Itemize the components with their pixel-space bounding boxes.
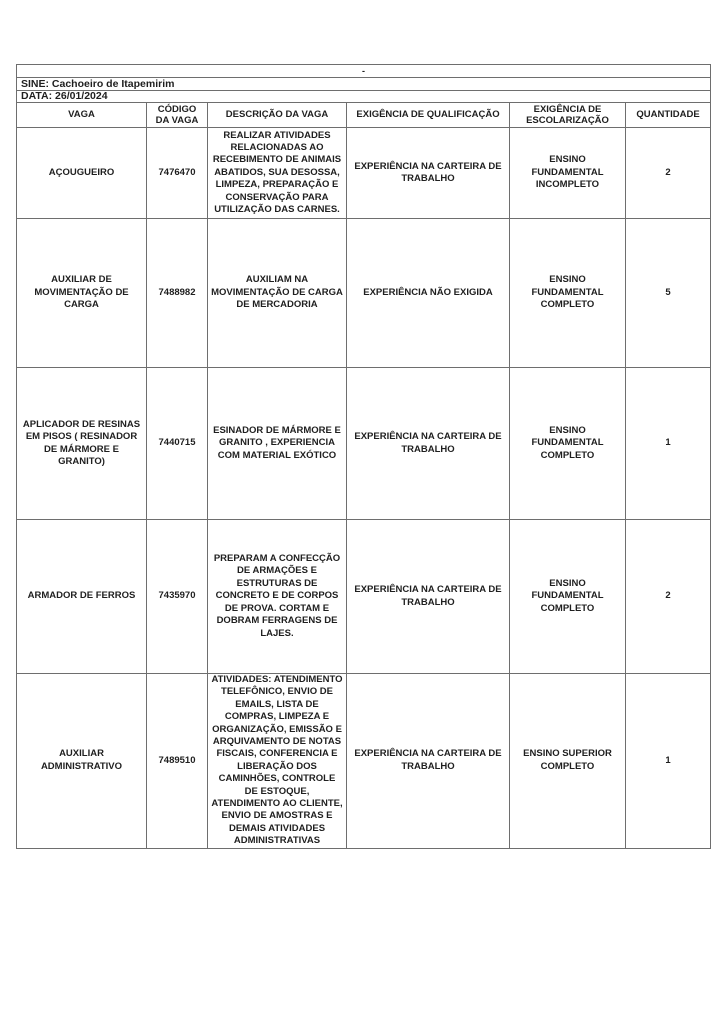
- cell-quantidade: 1: [624, 367, 712, 520]
- cell-quantidade: 2: [624, 519, 712, 674]
- table-row: APLICADOR DE RESINAS EM PISOS ( RESINADO…: [16, 367, 712, 520]
- cell-vaga: APLICADOR DE RESINAS EM PISOS ( RESINADO…: [16, 367, 147, 520]
- cell-codigo: 7489510: [146, 673, 208, 849]
- cell-codigo: 7435970: [146, 519, 208, 674]
- col-header-vaga: VAGA: [16, 102, 147, 128]
- cell-escolarizacao: ENSINO FUNDAMENTAL INCOMPLETO: [509, 127, 626, 219]
- table-row: AUXILIAR DE MOVIMENTAÇÃO DE CARGA 748898…: [16, 218, 712, 368]
- cell-escolarizacao: ENSINO FUNDAMENTAL COMPLETO: [509, 519, 626, 674]
- cell-qualificacao: EXPERIÊNCIA NA CARTEIRA DE TRABALHO: [346, 127, 510, 219]
- top-note-row: -: [15, 64, 712, 78]
- col-header-escolarizacao: EXIGÊNCIA DE ESCOLARIZAÇÃO: [509, 102, 626, 128]
- sine-title: SINE: Cachoeiro de Itapemirim: [15, 77, 712, 91]
- cell-codigo: 7488982: [146, 218, 208, 368]
- table-row: ARMADOR DE FERROS 7435970 PREPARAM A CON…: [16, 519, 712, 674]
- sine-row: SINE: Cachoeiro de Itapemirim: [15, 77, 712, 91]
- cell-codigo: 7476470: [146, 127, 208, 219]
- cell-qualificacao: EXPERIÊNCIA NA CARTEIRA DE TRABALHO: [346, 673, 510, 849]
- cell-qualificacao: EXPERIÊNCIA NA CARTEIRA DE TRABALHO: [346, 519, 510, 674]
- date-row: DATA: 26/01/2024: [15, 90, 712, 103]
- table-row: AUXILIAR ADMINISTRATIVO 7489510 ATIVIDAD…: [16, 673, 712, 849]
- cell-vaga: AUXILIAR ADMINISTRATIVO: [16, 673, 147, 849]
- cell-quantidade: 1: [624, 673, 712, 849]
- cell-vaga: AÇOUGUEIRO: [16, 127, 147, 219]
- col-header-qualificacao: EXIGÊNCIA DE QUALIFICAÇÃO: [346, 102, 510, 128]
- vacancies-sheet: - SINE: Cachoeiro de Itapemirim DATA: 26…: [15, 64, 712, 849]
- cell-qualificacao: EXPERIÊNCIA NÃO EXIGIDA: [346, 218, 510, 368]
- col-header-descricao: DESCRIÇÃO DA VAGA: [207, 102, 347, 128]
- cell-descricao: ATIVIDADES: ATENDIMENTO TELEFÔNICO, ENVI…: [207, 673, 347, 849]
- cell-descricao: ESINADOR DE MÁRMORE E GRANITO , EXPERIEN…: [207, 367, 347, 520]
- table-header-row: VAGA CÓDIGO DA VAGA DESCRIÇÃO DA VAGA EX…: [16, 102, 712, 128]
- cell-qualificacao: EXPERIÊNCIA NA CARTEIRA DE TRABALHO: [346, 367, 510, 520]
- cell-escolarizacao: ENSINO SUPERIOR COMPLETO: [509, 673, 626, 849]
- cell-escolarizacao: ENSINO FUNDAMENTAL COMPLETO: [509, 367, 626, 520]
- top-note: -: [15, 64, 712, 78]
- table-row: AÇOUGUEIRO 7476470 REALIZAR ATIVIDADES R…: [16, 127, 712, 219]
- cell-vaga: AUXILIAR DE MOVIMENTAÇÃO DE CARGA: [16, 218, 147, 368]
- vacancies-table: - SINE: Cachoeiro de Itapemirim DATA: 26…: [15, 64, 712, 849]
- cell-vaga: ARMADOR DE FERROS: [16, 519, 147, 674]
- col-header-codigo: CÓDIGO DA VAGA: [146, 102, 208, 128]
- cell-descricao: REALIZAR ATIVIDADES RELACIONADAS AO RECE…: [207, 127, 347, 219]
- cell-quantidade: 2: [624, 127, 712, 219]
- cell-descricao: AUXILIAM NA MOVIMENTAÇÃO DE CARGA DE MER…: [207, 218, 347, 368]
- col-header-quantidade: QUANTIDADE: [624, 102, 712, 128]
- cell-codigo: 7440715: [146, 367, 208, 520]
- cell-escolarizacao: ENSINO FUNDAMENTAL COMPLETO: [509, 218, 626, 368]
- date-label: DATA: 26/01/2024: [15, 90, 712, 103]
- cell-descricao: PREPARAM A CONFECÇÃO DE ARMAÇÕES E ESTRU…: [207, 519, 347, 674]
- cell-quantidade: 5: [624, 218, 712, 368]
